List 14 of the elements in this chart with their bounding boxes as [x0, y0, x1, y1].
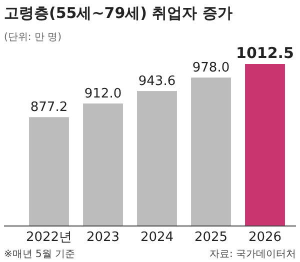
x-tick-label: 2024 [140, 230, 174, 245]
data-label: 912.0 [84, 86, 122, 102]
x-tick-label: 2026 [248, 230, 282, 245]
x-tick-label: 2025 [194, 230, 228, 245]
data-label: 978.0 [192, 60, 230, 76]
chart-title: 고령층(55세~79세) 취업자 증가 [4, 4, 232, 22]
x-tick-label: 2023 [86, 230, 120, 245]
text: ※매년 5월 기준 [4, 249, 76, 260]
text: 자료: 국가데이터처 [209, 249, 296, 260]
x-tick-label: 2022년 [26, 230, 72, 245]
data-label: 943.6 [138, 74, 176, 90]
data-label: 877.2 [30, 100, 68, 116]
chart-subtitle: (단위: 만 명) [4, 32, 62, 43]
data-label: 1012.5 [236, 44, 294, 62]
